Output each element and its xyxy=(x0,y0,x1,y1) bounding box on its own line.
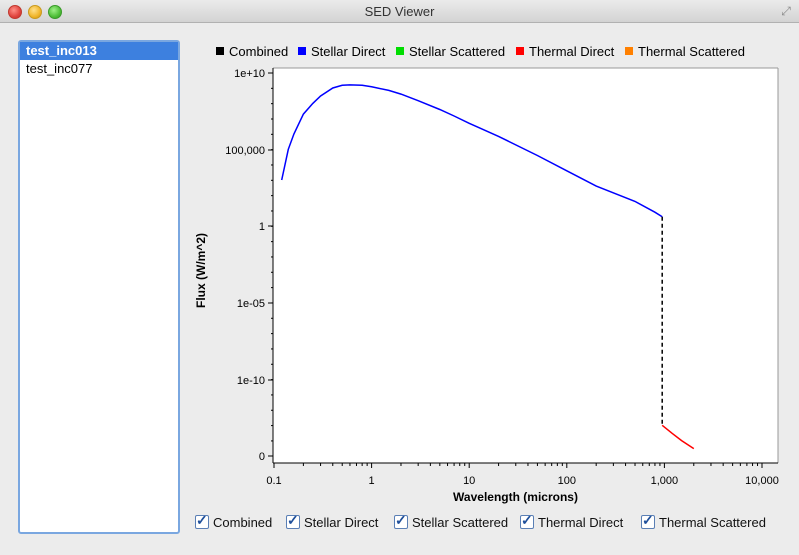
list-item[interactable]: test_inc013 xyxy=(20,42,178,60)
legend-label: Thermal Direct xyxy=(529,44,615,59)
checkbox-icon: ✓ xyxy=(520,512,534,529)
y-tick-label: 100,000 xyxy=(225,145,265,157)
legend-swatch xyxy=(516,47,524,55)
y-axis-label: Flux (W/m^2) xyxy=(194,233,208,308)
legend-label: Combined xyxy=(229,44,288,59)
legend-label: Stellar Scattered xyxy=(409,44,505,59)
close-window-button[interactable] xyxy=(8,5,22,19)
combined-checkbox[interactable]: ✓ Combined xyxy=(195,512,273,535)
stellar-direct-checkbox[interactable]: ✓ Stellar Direct xyxy=(286,512,379,535)
legend-label: Thermal Scattered xyxy=(638,44,745,59)
checkbox-label: Thermal Scattered xyxy=(659,515,766,530)
stellar-scattered-checkbox[interactable]: ✓ Stellar Scattered xyxy=(394,512,509,535)
x-tick-label: 0.1 xyxy=(266,475,281,487)
list-item[interactable]: test_inc077 xyxy=(26,61,93,76)
y-tick-label: 1e-10 xyxy=(237,375,265,387)
model-list[interactable]: test_inc013 test_inc077 xyxy=(18,40,180,534)
plot-area xyxy=(273,68,778,463)
x-tick-label: 1 xyxy=(369,475,375,487)
x-axis-label: Wavelength (microns) xyxy=(453,490,578,504)
y-tick-label: 1e+10 xyxy=(234,68,265,80)
y-tick-label: 1 xyxy=(259,221,265,233)
checkbox-label: Stellar Direct xyxy=(304,515,379,530)
x-tick-label: 1,000 xyxy=(651,475,679,487)
checkbox-icon: ✓ xyxy=(195,512,209,529)
checkbox-label: Combined xyxy=(213,515,273,530)
sed-chart: 0.1 1 10 100 1,000 10,000 0 1e-10 1e-05 1 100,000 1… xyxy=(194,44,779,504)
legend-swatch xyxy=(298,47,306,55)
thermal-scattered-checkbox[interactable]: ✓ Thermal Scattered xyxy=(641,512,766,535)
minimize-window-button[interactable] xyxy=(28,5,42,19)
legend-label: Stellar Direct xyxy=(311,44,386,59)
series-line-thermal-direct xyxy=(661,424,695,450)
legend-swatch xyxy=(216,47,224,55)
x-tick-label: 100 xyxy=(558,475,576,487)
checkbox-label: Stellar Scattered xyxy=(412,515,509,530)
legend-swatch xyxy=(396,47,404,55)
zoom-window-button[interactable] xyxy=(48,5,62,19)
thermal-direct-checkbox[interactable]: ✓ Thermal Direct xyxy=(520,512,624,535)
y-tick-label: 0 xyxy=(259,451,265,463)
y-tick-label: 1e-05 xyxy=(237,298,265,310)
title-bar: SED Viewer ⤢ xyxy=(0,0,799,23)
series-line-stellar-direct xyxy=(280,84,663,218)
checkbox-label: Thermal Direct xyxy=(538,515,624,530)
window-title: SED Viewer xyxy=(364,4,435,19)
checkbox-icon: ✓ xyxy=(394,512,408,529)
checkbox-icon: ✓ xyxy=(641,512,655,529)
fullscreen-icon[interactable]: ⤢ xyxy=(781,4,791,18)
legend-swatch xyxy=(625,47,633,55)
checkbox-icon: ✓ xyxy=(286,512,300,529)
x-tick-label: 10 xyxy=(463,475,475,487)
x-tick-label: 10,000 xyxy=(745,475,779,487)
